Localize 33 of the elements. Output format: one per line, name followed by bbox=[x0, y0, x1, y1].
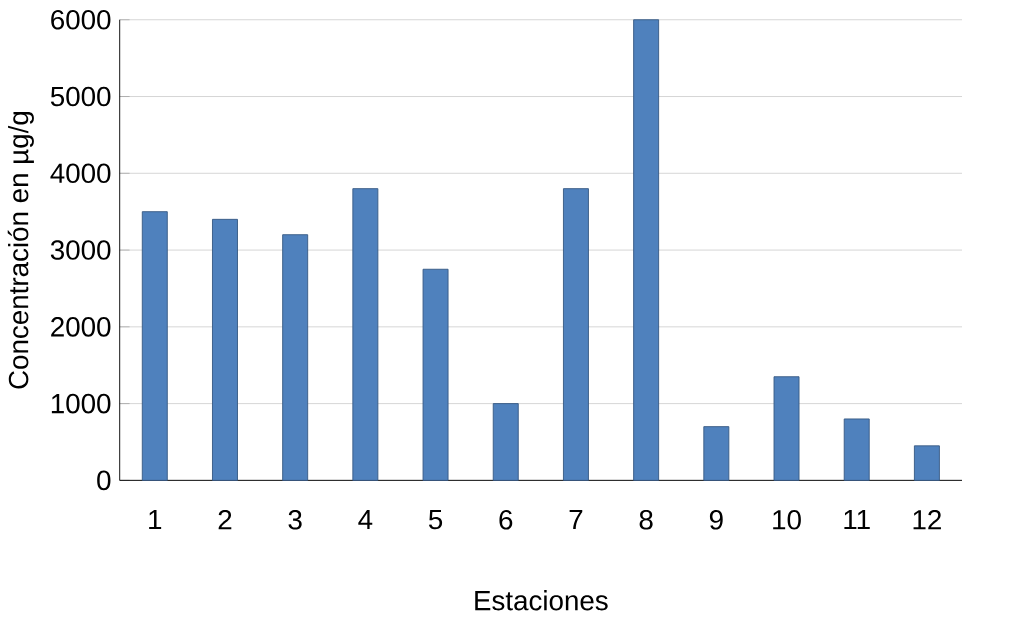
x-tick-label: 9 bbox=[709, 509, 723, 530]
x-tick-label: 8 bbox=[639, 509, 653, 530]
bar bbox=[703, 426, 730, 481]
y-tick-label: 5000 bbox=[50, 86, 111, 107]
bar bbox=[843, 418, 870, 481]
bar bbox=[773, 376, 800, 481]
y-tick-label: 0 bbox=[97, 470, 111, 491]
y-tick-label: 2000 bbox=[51, 316, 111, 337]
bar bbox=[212, 218, 238, 481]
y-tick-label: 1000 bbox=[51, 393, 111, 414]
x-tick-label: 1 bbox=[149, 509, 162, 530]
x-tick-label: 6 bbox=[499, 509, 513, 530]
y-tick-label: 6000 bbox=[51, 9, 111, 30]
bar bbox=[492, 403, 519, 481]
x-tick-label: 2 bbox=[218, 509, 232, 530]
bar bbox=[282, 234, 309, 481]
x-tick-label: 11 bbox=[844, 509, 870, 530]
bar bbox=[633, 19, 660, 481]
x-axis-title: Estaciones bbox=[475, 590, 608, 611]
x-tick-label: 5 bbox=[428, 509, 443, 530]
bar bbox=[352, 188, 379, 481]
bar bbox=[913, 445, 940, 481]
bar bbox=[422, 268, 449, 481]
bar bbox=[562, 188, 589, 481]
x-tick-label: 10 bbox=[773, 509, 801, 530]
x-tick-label: 7 bbox=[569, 509, 583, 530]
bar bbox=[141, 211, 168, 481]
x-tick-label: 3 bbox=[288, 509, 302, 530]
x-tick-label: 12 bbox=[913, 509, 941, 530]
y-tick-label: 4000 bbox=[50, 163, 111, 184]
x-tick-label: 4 bbox=[358, 509, 373, 530]
y-axis-title: Concentración en µg/g bbox=[7, 111, 34, 389]
y-tick-label: 3000 bbox=[50, 240, 111, 260]
